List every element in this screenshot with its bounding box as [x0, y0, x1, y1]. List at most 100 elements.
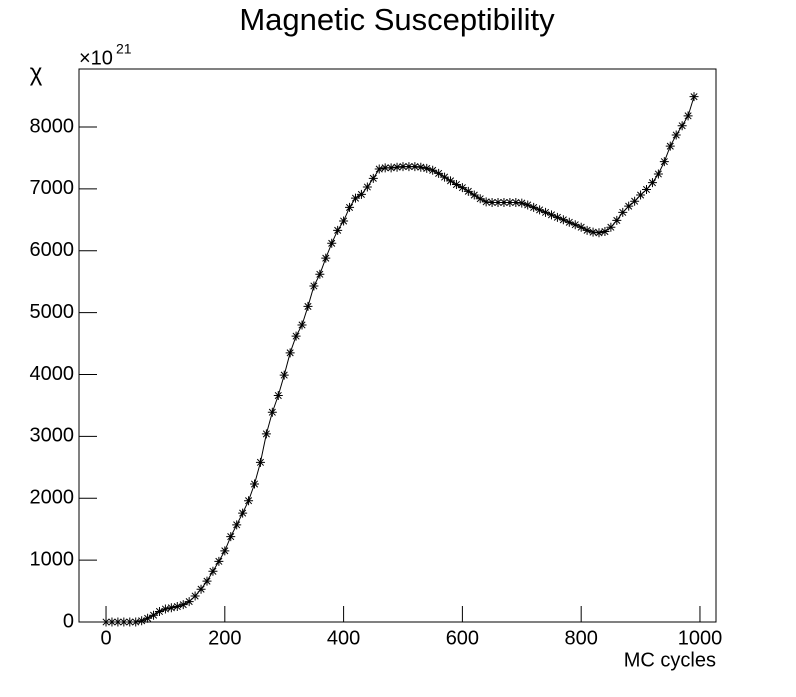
data-point: [339, 216, 349, 226]
data-point: [440, 172, 450, 182]
y-tick-label: 7000: [30, 177, 75, 199]
data-point: [624, 201, 634, 211]
data-point: [178, 600, 188, 610]
data-point: [137, 616, 147, 626]
data-point: [279, 370, 289, 380]
data-point: [380, 163, 390, 173]
data-point: [226, 532, 236, 542]
data-point: [101, 617, 111, 627]
data-point: [125, 617, 135, 627]
data-point: [600, 227, 610, 237]
data-point: [558, 215, 568, 225]
data-point: [309, 281, 319, 291]
data-point: [606, 222, 616, 232]
x-tick-label: 400: [327, 627, 360, 649]
data-point: [119, 617, 129, 627]
data-point: [172, 602, 182, 612]
y-tick-label: 8000: [30, 115, 75, 137]
data-point: [392, 162, 402, 172]
data-point: [487, 197, 497, 207]
data-point: [244, 496, 254, 506]
data-point: [499, 197, 509, 207]
data-point: [333, 225, 343, 235]
data-point: [636, 190, 646, 200]
data-point: [214, 556, 224, 566]
data-point: [345, 202, 355, 212]
data-point: [143, 613, 153, 623]
data-point: [267, 407, 277, 417]
data-point: [653, 169, 663, 179]
data-point: [131, 617, 141, 627]
data-point: [255, 457, 265, 467]
x-tick-label: 600: [446, 627, 479, 649]
x-tick-label: 800: [564, 627, 597, 649]
data-point: [612, 215, 622, 225]
data-point: [529, 202, 539, 212]
chart-title: Magnetic Susceptibility: [239, 2, 555, 37]
data-point: [594, 228, 604, 238]
data-point: [250, 479, 260, 489]
data-point: [422, 163, 432, 173]
data-point: [374, 164, 384, 174]
y-tick-label: 0: [63, 610, 74, 632]
data-point: [535, 205, 545, 215]
data-point: [677, 121, 687, 131]
data-point: [665, 141, 675, 151]
data-point: [404, 162, 414, 172]
data-point: [541, 207, 551, 217]
y-axis-label: χ: [30, 59, 43, 86]
data-point: [386, 163, 396, 173]
data-point: [202, 576, 212, 586]
data-point: [303, 301, 313, 311]
data-point: [238, 508, 248, 518]
data-point: [315, 269, 325, 279]
data-point: [356, 189, 366, 199]
x-axis-label: MC cycles: [624, 649, 716, 671]
data-point: [671, 130, 681, 140]
data-point: [232, 520, 242, 530]
data-point: [434, 168, 444, 178]
data-point: [410, 162, 420, 172]
data-point: [154, 606, 164, 616]
data-point: [196, 584, 206, 594]
data-point: [107, 617, 117, 627]
data-point: [261, 429, 271, 439]
data-point: [321, 253, 331, 263]
data-point: [350, 193, 360, 203]
data-point: [481, 197, 491, 207]
data-point: [469, 190, 479, 200]
data-point: [398, 162, 408, 172]
data-point: [149, 610, 159, 620]
data-point: [582, 225, 592, 235]
data-point: [588, 227, 598, 237]
data-point: [446, 176, 456, 186]
x-tick-label: 1000: [678, 627, 723, 649]
data-point: [642, 184, 652, 194]
data-point: [570, 220, 580, 230]
y-tick-label: 3000: [30, 425, 75, 447]
data-point: [564, 217, 574, 227]
data-point: [416, 162, 426, 172]
data-point: [160, 604, 170, 614]
data-point: [428, 165, 438, 175]
data-point: [451, 180, 461, 190]
data-point: [505, 197, 515, 207]
data-point: [647, 178, 657, 188]
y-multiplier: ×10: [79, 47, 113, 69]
data-point: [327, 238, 337, 248]
y-tick-label: 1000: [30, 548, 75, 570]
data-point: [220, 546, 230, 556]
data-point: [475, 194, 485, 204]
y-tick-label: 4000: [30, 363, 75, 385]
data-point: [511, 197, 521, 207]
data-point: [166, 603, 176, 613]
data-point: [523, 200, 533, 210]
y-multiplier-exponent: 21: [116, 41, 132, 57]
x-tick-label: 0: [100, 627, 111, 649]
x-tick-label: 200: [208, 627, 241, 649]
data-point: [285, 348, 295, 358]
data-point: [297, 320, 307, 330]
data-point: [362, 182, 372, 192]
